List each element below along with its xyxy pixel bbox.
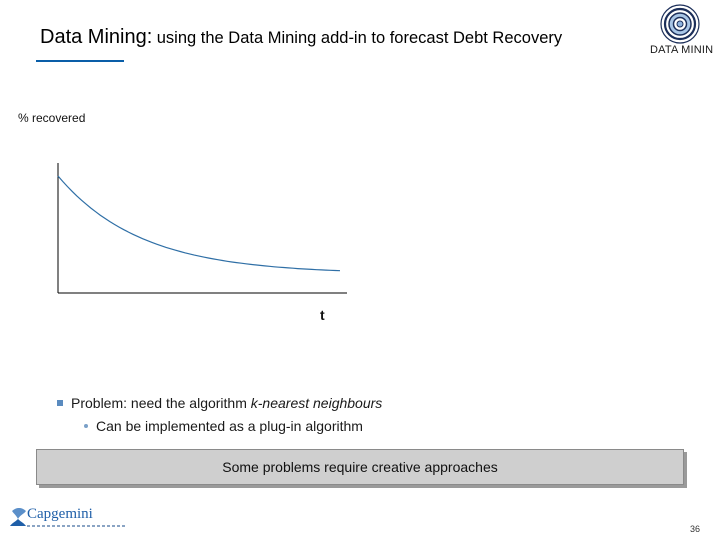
title-main: Data Mining: — [40, 26, 153, 48]
square-bullet-icon — [57, 400, 63, 406]
slide-title: Data Mining: using the Data Mining add-i… — [40, 26, 660, 49]
bullet-problem: Problem: need the algorithm k-nearest ne… — [57, 395, 382, 411]
page-number: 36 — [690, 524, 701, 534]
footer-brand: Capgemini — [27, 506, 93, 522]
footer-tagline-decoration — [27, 525, 125, 527]
logo-text: DATA MININ — [650, 44, 714, 56]
target-logo-icon — [660, 4, 700, 44]
bullet-subpoint-text: Can be implemented as a plug-in algorith… — [96, 418, 363, 434]
x-axis-label: t — [320, 307, 325, 323]
bullet-problem-emphasis: k-nearest neighbours — [250, 395, 383, 411]
bullet-subpoint: Can be implemented as a plug-in algorith… — [84, 418, 363, 434]
title-underline — [36, 60, 124, 62]
callout-text: Some problems require creative approache… — [222, 459, 498, 475]
bullet-problem-text: Problem: need the algorithm — [71, 395, 251, 411]
y-axis-label: % recovered — [18, 111, 86, 125]
dot-bullet-icon — [84, 424, 88, 428]
capgemini-spade-icon — [10, 508, 26, 526]
callout-box: Some problems require creative approache… — [36, 449, 684, 485]
recovery-curve — [57, 175, 341, 272]
title-subtitle: using the Data Mining add-in to forecast… — [156, 29, 563, 47]
